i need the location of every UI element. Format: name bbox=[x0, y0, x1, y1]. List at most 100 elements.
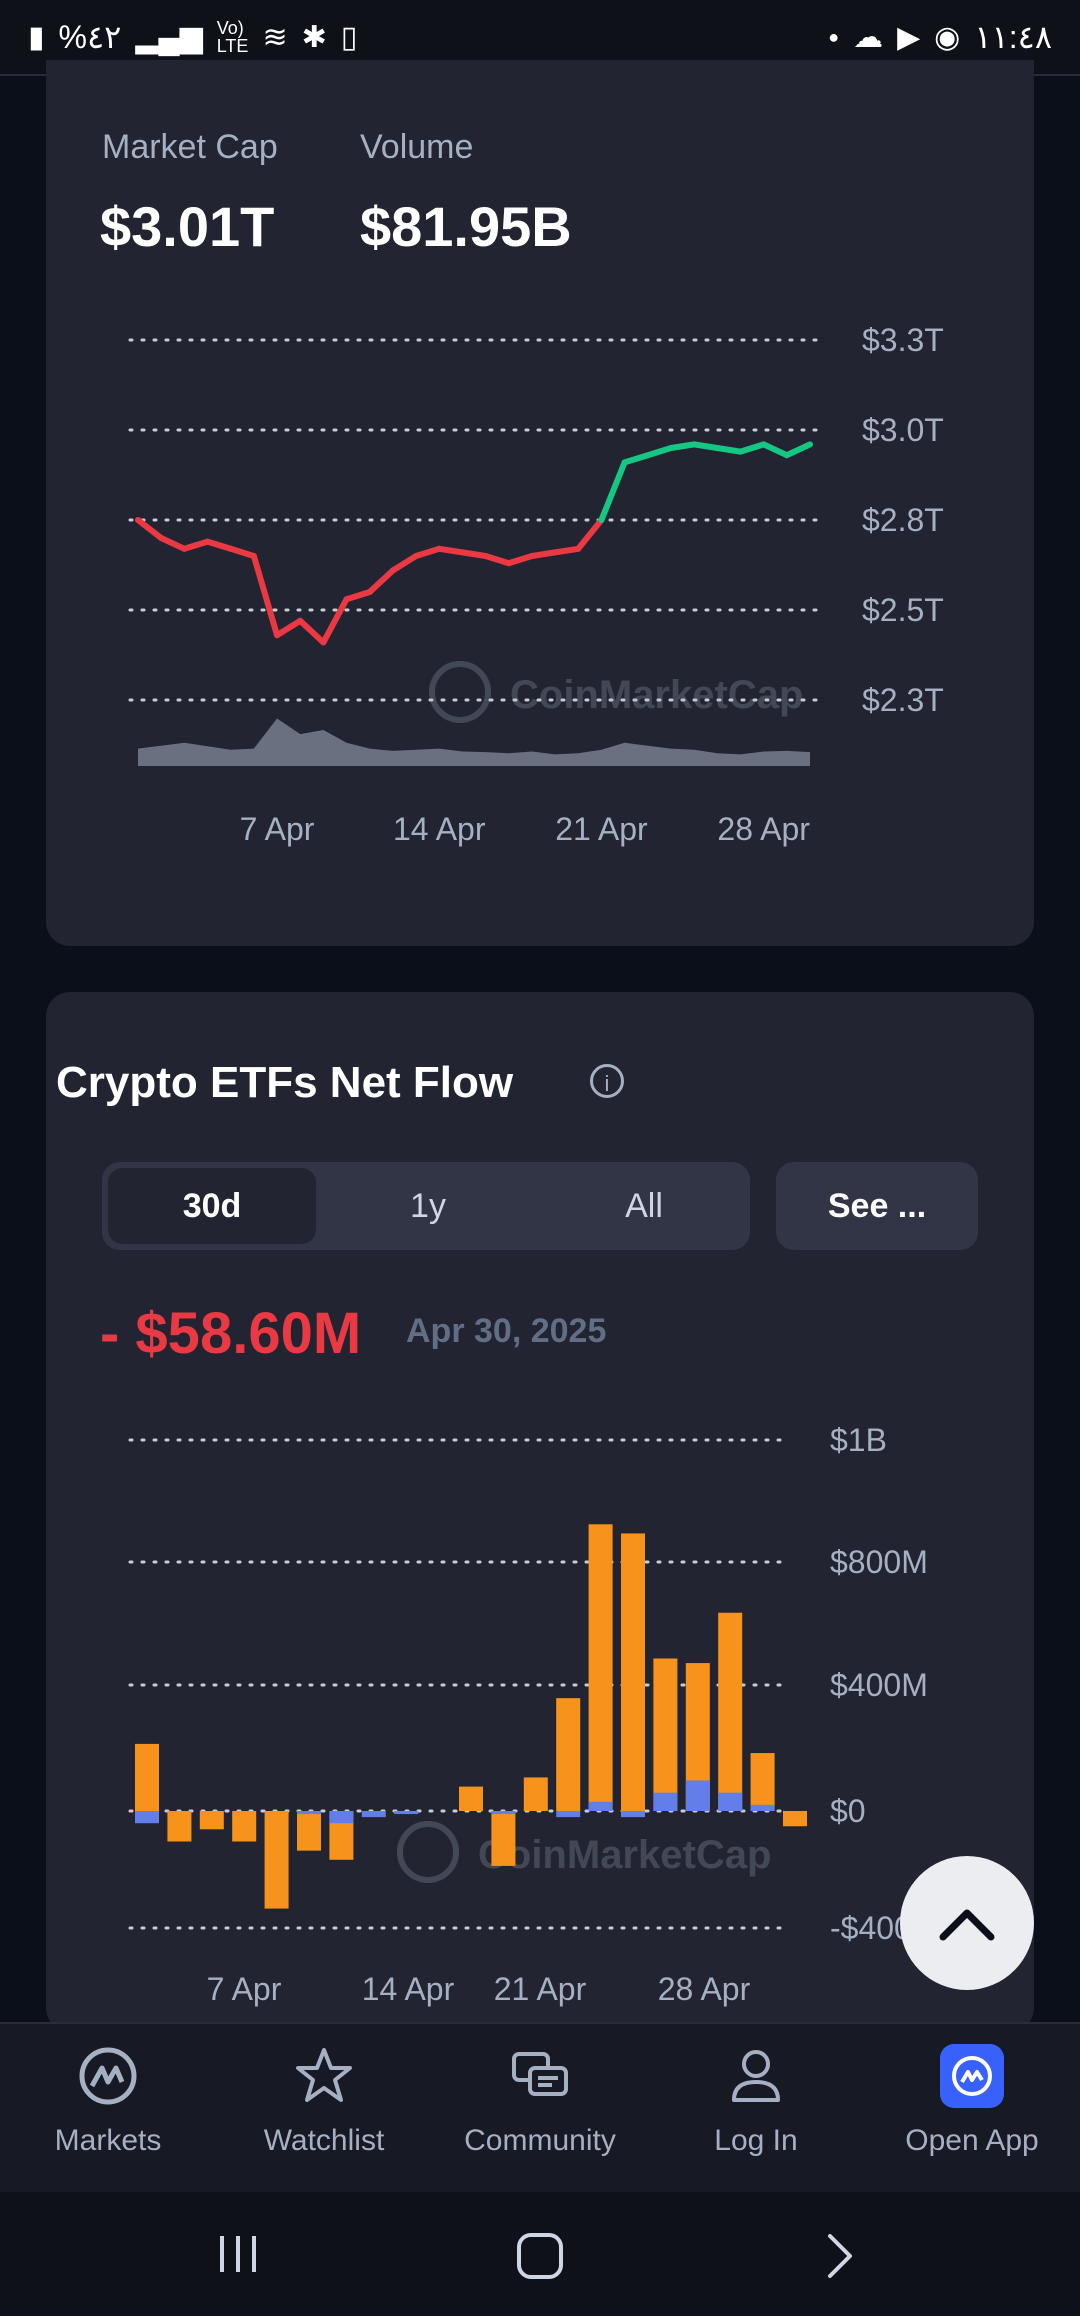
volume-label: Volume bbox=[360, 128, 474, 166]
mcap-line-segment bbox=[528, 549, 559, 559]
mcap-xtick-label: 21 Apr bbox=[555, 811, 648, 847]
wifi-icon: ≋ bbox=[262, 20, 288, 54]
etf-bar-btc[interactable] bbox=[297, 1811, 321, 1851]
chevron-up-icon bbox=[939, 1909, 995, 1941]
etf-bar-btc[interactable] bbox=[523, 1777, 548, 1811]
etf-bar-btc[interactable] bbox=[621, 1533, 645, 1811]
mcap-line-segment bbox=[227, 545, 257, 559]
dot-icon: ● bbox=[828, 26, 840, 47]
mcap-line-segment bbox=[389, 553, 420, 574]
mcap-xtick-label: 28 Apr bbox=[717, 811, 810, 847]
system-nav-bar bbox=[0, 2192, 1080, 2316]
mcap-line-segment bbox=[644, 445, 674, 459]
etf-bar-btc[interactable] bbox=[556, 1698, 581, 1811]
etf-bar-eth[interactable] bbox=[588, 1801, 613, 1811]
scroll-to-top-button[interactable] bbox=[900, 1856, 1034, 1990]
mcap-line-segment bbox=[250, 553, 281, 639]
nav-label-login: Log In bbox=[714, 2124, 798, 2157]
see-more-button[interactable]: See ... bbox=[776, 1162, 978, 1250]
mcap-line-segment bbox=[505, 553, 535, 567]
etf-bar-eth[interactable] bbox=[685, 1780, 710, 1812]
etf-bar-btc[interactable] bbox=[718, 1612, 743, 1811]
etf-bar-eth[interactable] bbox=[329, 1811, 354, 1824]
volume-value: $81.95B bbox=[360, 195, 572, 258]
etf-bar-eth[interactable] bbox=[556, 1811, 581, 1818]
cloud-icon: ☁ bbox=[853, 20, 884, 54]
etf-bar-eth[interactable] bbox=[718, 1792, 743, 1811]
mcap-line-segment bbox=[135, 517, 165, 541]
nav-label-markets: Markets bbox=[54, 2124, 162, 2157]
market-cap-chart[interactable]: $3.3T$3.0T$2.8T$2.5T$2.3T CoinMarketCap … bbox=[0, 0, 1080, 900]
mcap-line-segment bbox=[204, 538, 234, 552]
etf-bar-btc[interactable] bbox=[491, 1811, 516, 1866]
market-cap-label: Market Cap bbox=[102, 128, 278, 166]
nav-item-markets[interactable]: Markets bbox=[0, 2024, 216, 2194]
timeframe-selector: 30d 1y All bbox=[102, 1162, 750, 1250]
etf-net-flow-chart[interactable]: $1B$800M$400M$0-$400M CoinMarketCap 7 Ap… bbox=[0, 1380, 1080, 2020]
nav-item-community[interactable]: Community bbox=[432, 2024, 648, 2194]
etf-watermark: CoinMarketCap bbox=[478, 1833, 771, 1877]
net-flow-value: - $58.60M bbox=[100, 1301, 362, 1366]
etf-bar-btc[interactable] bbox=[264, 1811, 289, 1909]
home-icon[interactable] bbox=[514, 2230, 566, 2282]
volte-icon: Vo) LTE bbox=[216, 18, 249, 56]
bottom-nav: Markets Watchlist Community Log In Open … bbox=[0, 2022, 1080, 2192]
back-icon[interactable] bbox=[822, 2230, 858, 2282]
battery-percent: %٤٢ bbox=[58, 19, 122, 55]
etf-bar-btc[interactable] bbox=[750, 1753, 775, 1811]
mcap-line-segment bbox=[343, 589, 373, 603]
etf-bar-btc[interactable] bbox=[588, 1524, 613, 1811]
etf-bar-btc[interactable] bbox=[167, 1811, 192, 1842]
mcap-volume-area bbox=[138, 718, 810, 766]
etf-xtick-label: 28 Apr bbox=[658, 1971, 751, 2007]
mcap-line-segment bbox=[181, 538, 211, 552]
etf-xtick-label: 7 Apr bbox=[207, 1971, 282, 2007]
tab-all[interactable]: All bbox=[625, 1187, 663, 1225]
etf-bar-btc[interactable] bbox=[459, 1786, 483, 1811]
mcap-line-segment bbox=[575, 517, 605, 552]
etf-bar-eth[interactable] bbox=[491, 1811, 516, 1815]
etf-bar-eth[interactable] bbox=[297, 1811, 321, 1815]
etf-bar-eth[interactable] bbox=[621, 1811, 645, 1818]
cmc-app-icon bbox=[940, 2044, 1004, 2108]
mcap-line-segment bbox=[436, 545, 466, 556]
mcap-ytick-label: $3.0T bbox=[862, 412, 944, 448]
recent-apps-icon[interactable] bbox=[214, 2230, 262, 2278]
market-watermark: CoinMarketCap bbox=[510, 673, 803, 717]
mcap-line-segment bbox=[274, 617, 304, 639]
mcap-line-segment bbox=[783, 441, 813, 459]
nav-item-watchlist[interactable]: Watchlist bbox=[216, 2024, 432, 2194]
net-flow-date: Apr 30, 2025 bbox=[406, 1312, 607, 1350]
star-icon bbox=[296, 2048, 352, 2102]
tab-30d[interactable]: 30d bbox=[108, 1168, 316, 1244]
etf-bar-btc[interactable] bbox=[653, 1658, 678, 1812]
nav-item-login[interactable]: Log In bbox=[648, 2024, 864, 2194]
tab-1y[interactable]: 1y bbox=[410, 1187, 446, 1225]
etf-bar-eth[interactable] bbox=[135, 1811, 159, 1824]
etf-bar-btc[interactable] bbox=[783, 1811, 807, 1827]
mcap-line-segment bbox=[158, 535, 188, 552]
etf-bar-eth[interactable] bbox=[394, 1811, 419, 1815]
messenger-icon: ◉ bbox=[934, 20, 961, 54]
mcap-line-segment bbox=[552, 545, 582, 556]
etf-bar-btc[interactable] bbox=[135, 1743, 159, 1811]
info-icon[interactable]: i bbox=[590, 1064, 624, 1098]
mcap-xtick-label: 14 Apr bbox=[393, 811, 486, 847]
bluetooth-icon: ✱ bbox=[301, 20, 327, 54]
mcap-xtick-label: 7 Apr bbox=[240, 811, 315, 847]
etf-bar-btc[interactable] bbox=[199, 1811, 224, 1830]
etf-bar-btc[interactable] bbox=[232, 1811, 257, 1842]
etf-bar-eth[interactable] bbox=[750, 1804, 775, 1811]
mcap-line-segment bbox=[714, 445, 744, 455]
etf-bar-eth[interactable] bbox=[361, 1811, 386, 1818]
status-right: ● ☁ ▶ ◉ ١١:٤٨ bbox=[828, 18, 1052, 56]
etf-watermark-logo-icon bbox=[397, 1821, 459, 1883]
watermark-logo-icon bbox=[429, 661, 491, 723]
etf-bar-eth[interactable] bbox=[653, 1792, 678, 1811]
mcap-ytick-label: $2.8T bbox=[862, 502, 944, 538]
signal-icon: ▂▄▆ bbox=[135, 20, 203, 54]
nav-item-open-app[interactable]: Open App bbox=[864, 2024, 1080, 2194]
etf-ytick-label: $0 bbox=[830, 1793, 866, 1829]
mcap-line-segment bbox=[297, 617, 327, 646]
etf-ytick-label: $400M bbox=[830, 1667, 928, 1703]
